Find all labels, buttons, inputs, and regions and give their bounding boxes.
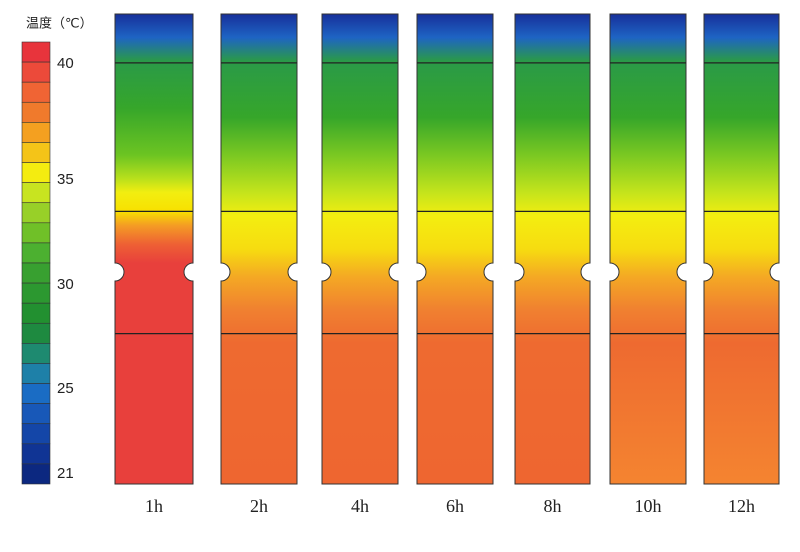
color-band: [21, 343, 51, 364]
color-band: [21, 222, 51, 244]
specimen: [703, 13, 780, 485]
color-band: [21, 262, 51, 284]
panel-label: 6h: [446, 496, 464, 516]
color-band: [21, 162, 51, 183]
color-band: [21, 383, 51, 404]
color-band: [21, 122, 51, 143]
color-band: [21, 423, 51, 445]
color-band: [21, 322, 51, 344]
legend-tick: 25: [57, 380, 74, 397]
specimen: [514, 13, 591, 485]
color-band: [21, 81, 51, 103]
specimen: [114, 13, 194, 485]
color-band: [21, 142, 51, 163]
color-band: [21, 101, 51, 123]
color-band: [21, 61, 51, 83]
panels: 1h 2h 4h 6h 8h 10h 12h: [114, 13, 780, 516]
specimen: [609, 13, 687, 485]
legend-tick: 30: [57, 276, 74, 293]
legend-tick: 40: [57, 55, 74, 72]
panel-label: 10h: [635, 496, 662, 516]
legend-title: 温度（℃）: [26, 16, 93, 32]
color-band: [21, 282, 51, 304]
legend-tick: 35: [57, 171, 74, 188]
color-bar: [21, 41, 51, 485]
color-band: [21, 463, 51, 485]
color-band: [21, 363, 51, 384]
panel-label: 2h: [250, 496, 268, 516]
panel-label: 4h: [351, 496, 369, 516]
color-band: [21, 41, 51, 63]
color-band: [21, 202, 51, 224]
panel-label: 8h: [544, 496, 562, 516]
specimen: [416, 13, 494, 485]
color-band: [21, 242, 51, 264]
legend-tick: 21: [57, 465, 74, 482]
specimen: [220, 13, 298, 485]
specimen: [321, 13, 399, 485]
panel-label: 1h: [145, 496, 163, 516]
color-band: [21, 443, 51, 465]
color-band: [21, 182, 51, 204]
color-band: [21, 302, 51, 324]
panel-label: 12h: [728, 496, 755, 516]
color-band: [21, 403, 51, 425]
